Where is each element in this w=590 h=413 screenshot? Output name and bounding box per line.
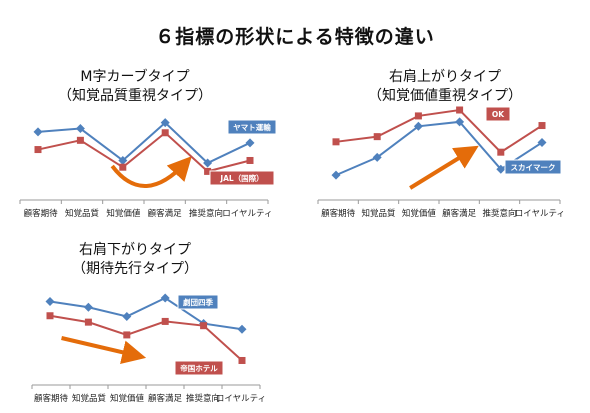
x-tick-label: ロイヤルティ [515,209,565,219]
x-tick-label: 顧客期待 [34,393,69,404]
data-point [372,152,382,162]
data-point [238,356,246,364]
data-point [456,106,464,114]
series-tag-box [209,170,275,186]
chart-title: 右肩下がりタイプ （期待先行タイプ） [20,241,250,279]
series-line [49,314,243,362]
data-point [497,148,505,156]
data-point [33,127,43,137]
data-point [34,146,42,154]
data-point [237,324,247,334]
data-point [455,117,465,127]
data-point [123,331,131,339]
x-tick-label: 知覚品質 [72,393,107,404]
chart-title-line2: （知覚価値重視タイプ） [368,88,522,104]
data-point [46,312,54,320]
x-tick-label: 知覚価値 [106,208,141,219]
data-point [83,302,93,312]
series-tag-box [227,119,277,135]
data-point [537,138,547,148]
data-point [373,133,381,141]
data-point [332,138,340,146]
x-tick-label: 推奨意向 [189,208,223,219]
x-tick-label: 顧客期待 [321,208,356,219]
series-name-label: ヤマト運輸 [233,122,271,132]
x-tick-label: ロイヤルティ [216,394,266,404]
series-name-label: 帝国ホテル [180,363,218,373]
chart-title: 右肩上がりタイプ （知覚価値重視タイプ） [330,68,560,106]
data-point [538,122,546,130]
data-point [414,112,422,120]
data-point [118,155,128,165]
series-name-label: JAL（国際） [219,173,263,183]
x-tick-label: 顧客期待 [24,208,59,219]
series-tag-box [504,159,562,175]
series-line [49,296,243,331]
series-tag-box [485,106,511,122]
x-tick-label: 知覚品質 [65,208,100,219]
page-title: ６指標の形状による特徴の違い [155,26,435,48]
x-tick-label: 顧客満足 [442,208,477,219]
chart-falling: 右肩下がりタイプ （期待先行タイプ） 顧客期待 知覚品質 知覚価値 顧客満足 推奨意向ロ… [18,238,278,413]
data-point [161,129,169,137]
series-tag-box [174,360,224,376]
data-point [496,164,506,174]
chart-m-curve: M字カーブタイプ （知覚品質重視タイプ） 顧客期待 知覚品質 知覚価値 顧客満足 推奨意… [18,65,278,230]
chart-title: M字カーブタイプ （知覚品質重視タイプ） [20,68,250,106]
trend-arrow [61,336,147,365]
chart-title-line1: M字カーブタイプ [80,69,190,85]
data-point [45,297,55,307]
data-point [161,317,169,325]
series-name-label: 劇団四季 [182,297,213,307]
data-point [331,170,341,180]
data-point [84,318,92,326]
chart-plot: 顧客期待 知覚品質 知覚価値 顧客満足 推奨意向 ロイヤルティ ヤマト運輸 JAL（国際） [19,118,277,219]
x-tick-label: 推奨意向 [482,208,516,219]
x-tick-label: 知覚価値 [110,393,145,404]
series-name-label: スカイマーク [511,162,556,172]
data-point [160,118,170,128]
x-tick-label: 顧客満足 [148,208,183,219]
x-tick-label: 推奨意向 [186,393,220,404]
data-point [246,156,254,164]
series-line [335,108,543,154]
chart-title-line1: 右肩下がりタイプ [79,242,191,258]
trend-arrow [110,156,192,188]
chart-title-line1: 右肩上がりタイプ [389,69,501,85]
data-point [119,163,127,171]
x-tick-label: 知覚価値 [402,208,437,219]
series-tag-box [177,294,219,310]
x-tick-label: 顧客満足 [148,393,183,404]
data-point [245,138,255,148]
series-line [37,131,251,173]
series-name-label: OK [492,110,505,119]
series-line [37,121,251,165]
data-point [76,136,84,144]
data-point [204,167,212,175]
x-tick-label: ロイヤルティ [222,209,272,219]
chart-title-line2: （知覚品質重視タイプ） [58,88,212,104]
trend-arrow [409,145,479,190]
chart-rising: 右肩上がりタイプ （知覚価値重視タイプ） 顧客期待 知覚品質 知覚価値 顧客満足 推奨意… [300,65,590,230]
x-tick-label: 知覚品質 [361,208,396,219]
data-point [160,293,170,303]
data-point [203,158,213,168]
data-point [200,322,208,330]
data-point [75,124,85,134]
data-point [122,311,132,321]
data-point [413,121,423,131]
chart-title-line2: （期待先行タイプ） [72,261,198,277]
